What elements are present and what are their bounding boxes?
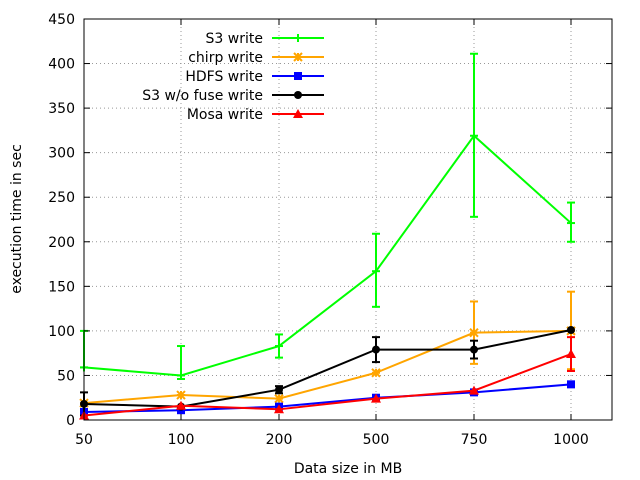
legend-marker <box>293 109 303 118</box>
data-point <box>469 385 479 395</box>
legend-marker <box>293 52 303 62</box>
series-line <box>83 383 572 413</box>
data-point <box>275 342 283 351</box>
data-point <box>275 385 283 394</box>
x-tick-label: 500 <box>363 432 390 448</box>
data-point <box>372 267 380 276</box>
legend-item: S3 write <box>206 31 324 47</box>
data-point <box>372 345 380 354</box>
data-point <box>566 349 576 359</box>
x-tick-label: 1000 <box>553 432 589 448</box>
legend: S3 write chirp write HDFS write S3 w/o fuse… <box>142 31 324 123</box>
series-line <box>83 329 572 405</box>
legend-label: Mosa write <box>187 107 263 123</box>
y-tick-label: 250 <box>48 190 75 206</box>
x-tick-label: 100 <box>168 432 195 448</box>
data-point <box>371 368 381 378</box>
x-tick-label: 750 <box>461 432 488 448</box>
legend-label: HDFS write <box>185 69 263 85</box>
data-point <box>470 131 478 140</box>
legend-item: HDFS write <box>185 69 324 85</box>
data-point <box>176 390 186 400</box>
data-point <box>177 371 185 380</box>
data-point <box>567 219 575 228</box>
y-tick-label: 0 <box>66 413 75 429</box>
legend-marker <box>294 72 302 80</box>
legend-item: Mosa write <box>187 107 324 123</box>
y-tick-label: 350 <box>48 101 75 117</box>
legend-label: S3 write <box>206 31 263 47</box>
series-3 <box>80 325 575 417</box>
data-point <box>371 393 381 403</box>
data-point <box>274 404 284 414</box>
data-point <box>567 380 575 389</box>
y-axis: 0 50 100 150 200 250 300 350 400 450 <box>48 12 612 429</box>
x-axis: 50 100 200 500 750 1000 <box>75 19 589 448</box>
legend-label: S3 w/o fuse write <box>142 88 263 104</box>
x-tick-label: 200 <box>266 432 293 448</box>
data-point <box>567 325 575 334</box>
series-line <box>83 329 572 408</box>
legend-item: S3 w/o fuse write <box>142 88 324 104</box>
series-line <box>83 353 572 417</box>
x-axis-title: Data size in MB <box>294 461 402 477</box>
plot-frame <box>83 18 613 421</box>
series-4 <box>79 336 576 420</box>
series-line <box>83 134 572 377</box>
y-tick-label: 450 <box>48 12 75 28</box>
y-tick-label: 300 <box>48 146 75 162</box>
legend-marker <box>294 91 302 99</box>
data-point <box>274 393 284 404</box>
data-point <box>470 345 478 354</box>
x-tick-label: 50 <box>75 432 93 448</box>
y-tick-label: 50 <box>57 368 75 384</box>
legend-label: chirp write <box>188 50 263 66</box>
grid-lines <box>84 19 612 420</box>
legend-item: chirp write <box>188 50 324 66</box>
legend-marker <box>294 34 302 42</box>
data-point <box>176 400 186 410</box>
y-tick-label: 200 <box>48 235 75 251</box>
y-tick-label: 150 <box>48 279 75 295</box>
data-point <box>469 327 479 338</box>
y-tick-label: 400 <box>48 57 75 73</box>
y-tick-label: 100 <box>48 324 75 340</box>
y-axis-title: execution time in sec <box>9 144 25 294</box>
